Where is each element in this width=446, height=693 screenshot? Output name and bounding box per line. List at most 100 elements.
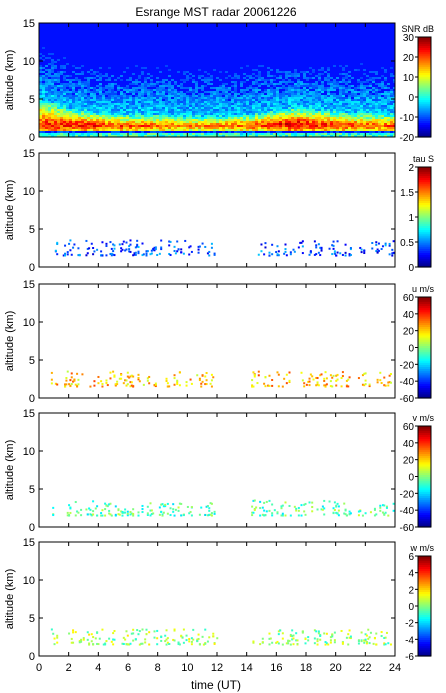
snr-cell [372,77,375,79]
snr-cell [348,89,351,91]
snr-cell [168,101,171,103]
snr-cell [270,135,273,137]
colorbar-swatch [418,589,431,593]
snr-cell [204,91,207,93]
snr-cell [324,107,327,109]
snr-cell [168,127,171,129]
echo-point-w [138,643,141,646]
snr-cell [378,109,381,111]
snr-cell [234,81,237,83]
snr-cell [225,99,228,101]
snr-cell [393,115,395,117]
echo-point-w [319,633,322,636]
echo-point-v [96,514,99,517]
snr-cell [117,125,120,127]
snr-cell [48,127,51,129]
colorbar-swatch [418,489,431,492]
snr-cell [84,91,87,93]
snr-cell [57,71,60,73]
colorbar-swatch [418,62,431,65]
snr-cell [240,107,243,109]
snr-cell [39,71,42,73]
echo-point-tau [142,253,145,256]
snr-cell [225,93,228,95]
snr-cell [171,107,174,109]
snr-cell [243,119,246,121]
snr-cell [225,97,228,99]
snr-cell [300,123,303,125]
echo-point-tau [315,246,318,249]
snr-cell [369,97,372,99]
echo-point-tau [319,246,322,249]
snr-cell [210,123,213,125]
snr-cell [345,93,348,95]
snr-cell [60,135,63,137]
snr-cell [225,135,228,137]
snr-cell [177,121,180,123]
snr-cell [336,125,339,127]
snr-cell [306,115,309,117]
snr-cell [360,99,363,101]
snr-cell [246,109,249,111]
snr-cell [258,129,261,131]
echo-point-w [145,633,148,636]
snr-cell [213,113,216,115]
snr-cell [57,117,60,119]
echo-point-w [292,637,295,640]
snr-cell [144,133,147,135]
snr-cell [99,115,102,117]
snr-cell [363,91,366,93]
snr-cell [300,109,303,111]
snr-cell [330,107,333,109]
snr-cell [180,91,183,93]
echo-point-tau [391,254,394,257]
snr-cell [162,131,165,133]
snr-cell [111,87,114,89]
snr-cell [234,87,237,89]
snr-cell [303,129,306,131]
snr-cell [90,101,93,103]
snr-cell [354,117,357,119]
snr-cell [345,111,348,113]
snr-cell [213,125,216,127]
snr-cell [66,133,69,135]
colorbar-tick-label: 60 [403,293,415,304]
snr-cell [366,95,369,97]
echo-point-w [97,643,100,646]
snr-cell [51,97,54,99]
snr-cell [39,101,42,103]
echo-point-u [137,378,140,381]
snr-cell [117,115,120,117]
snr-cell [90,103,93,105]
snr-cell [183,73,186,75]
snr-cell [246,113,249,115]
echo-point-u [308,384,311,387]
snr-cell [45,97,48,99]
colorbar-swatch [418,620,431,624]
snr-cell [306,71,309,73]
snr-cell [264,91,267,93]
snr-cell [348,107,351,109]
echo-point-w [160,636,163,639]
echo-point-v [101,509,104,512]
snr-cell [42,121,45,123]
snr-cell [42,79,45,81]
snr-cell [345,127,348,129]
echo-point-w [164,640,167,643]
snr-cell [39,133,42,135]
snr-cell [330,127,333,129]
snr-cell [261,99,264,101]
echo-point-u [268,374,271,377]
echo-point-w [160,639,163,642]
snr-cell [357,131,360,133]
snr-cell [264,133,267,135]
snr-cell [240,91,243,93]
snr-cell [378,105,381,107]
snr-cell [72,95,75,97]
snr-cell [393,127,395,129]
snr-cell [300,111,303,113]
colorbar-swatch [418,233,431,237]
snr-cell [147,105,150,107]
snr-cell [102,87,105,89]
echo-point-w [53,643,56,646]
